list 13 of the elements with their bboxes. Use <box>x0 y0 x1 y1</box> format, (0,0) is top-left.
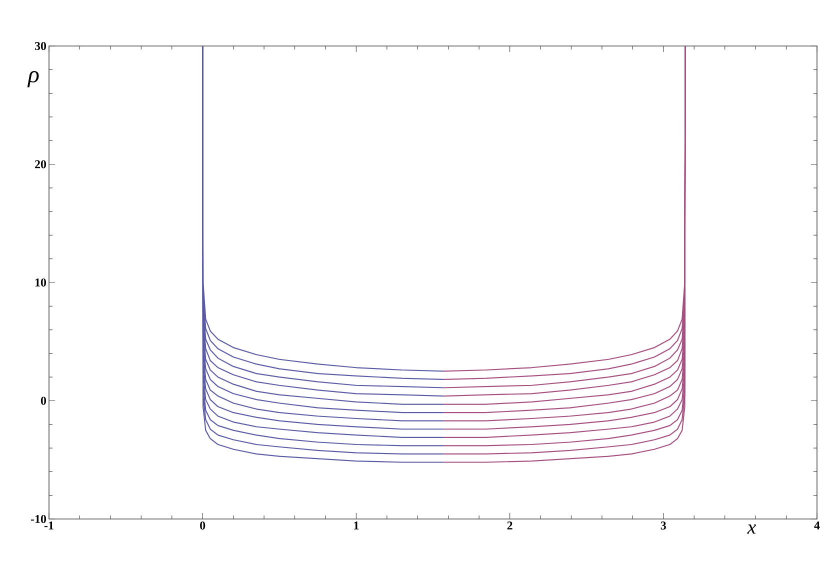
x-tick-label: -1 <box>44 522 54 530</box>
x-tick-label: 0 <box>200 522 206 530</box>
y-tick-label: 20 <box>35 160 46 168</box>
x-tick-label: 3 <box>660 522 666 530</box>
y-tick-label: -10 <box>30 514 46 524</box>
x-tick-label: 4 <box>814 522 820 530</box>
x-axis-title: x <box>747 524 756 534</box>
x-tick-label: 1 <box>354 522 359 530</box>
y-tick-label: 30 <box>34 42 46 50</box>
x-tick-label: 2 <box>507 522 512 530</box>
y-tick-label: 10 <box>35 278 46 287</box>
y-axis-title: ρ <box>27 70 39 88</box>
y-tick-label: 0 <box>40 396 46 405</box>
